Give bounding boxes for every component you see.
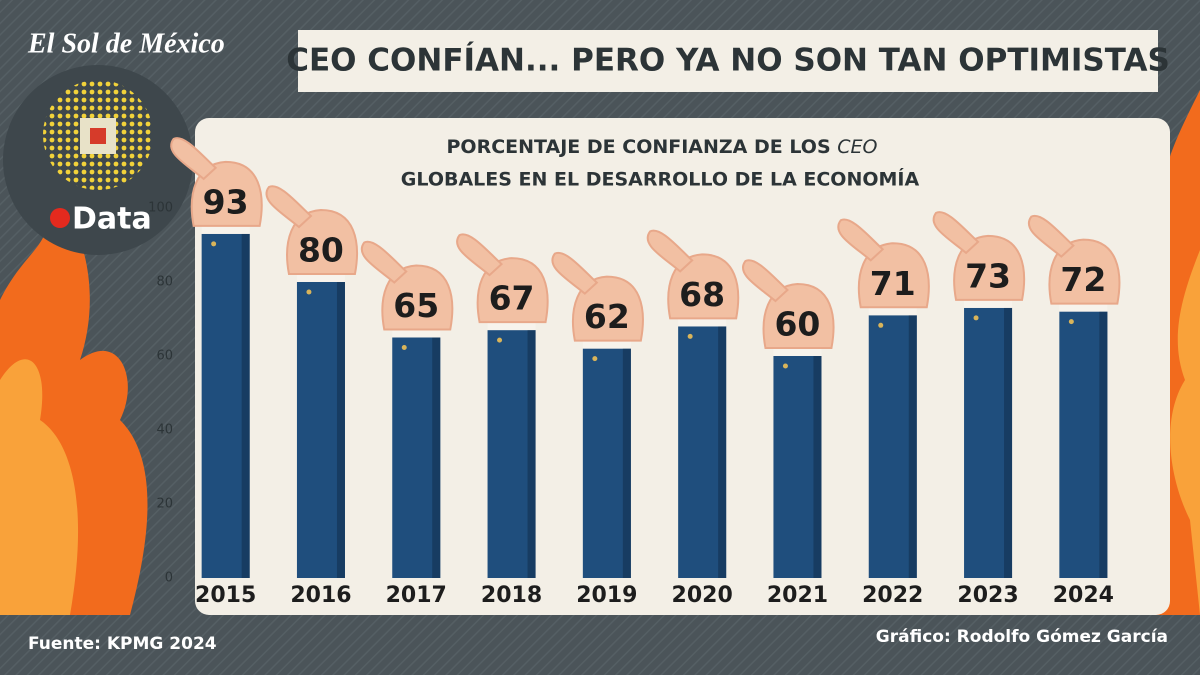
thumb [742,259,789,303]
bar-shade [1004,307,1013,578]
x-tick-label: 2020 [672,583,733,608]
thumb-fist [286,208,358,275]
bar-shade [527,330,536,578]
value-label: 68 [679,275,725,314]
thumb-fist [667,253,740,320]
thumb [456,233,504,277]
thumb-fist [571,275,644,342]
button [973,315,979,321]
value-label: 67 [489,279,535,318]
plot: 0 20 40 60 80 100 2015 93 2016 80 2017 65 2018 67 2019… [148,137,1121,608]
value-label: 80 [298,231,344,270]
thumb-sleeve-cuff [1059,303,1108,312]
thumb-sleeve-cuff [296,274,345,282]
thumb [551,251,599,295]
bar-shade [908,315,917,578]
value-label: 93 [203,182,249,221]
x-tick-label: 2018 [481,583,542,608]
y-tick-label: 40 [156,423,173,438]
thumb-sleeve-cuff [678,318,727,327]
credit: Gráfico: Rodolfo Gómez García [876,627,1168,647]
x-tick-label: 2022 [862,583,923,608]
bar-shade [241,233,250,578]
thumb-sleeve-cuff [201,225,250,234]
thumb-sleeve-cuff [964,299,1013,308]
thumb-sleeve-cuff [487,322,536,331]
thumb-fist [381,264,454,331]
thumb-fist [476,257,549,324]
thumb [170,137,218,181]
thumb [265,185,313,229]
bar-shade [336,282,345,578]
value-label: 60 [774,305,820,344]
bar-shade [813,356,822,578]
brand: El Sol de México [27,28,225,59]
headline-box [298,30,1158,92]
bar-shade [432,337,441,578]
value-label: 71 [870,264,916,303]
x-tick-label: 2017 [386,583,447,608]
y-tick-label: 0 [165,571,173,586]
headline: CEO CONFÍAN... PERO YA NO SON TAN OPTIMI… [286,43,1170,79]
section-name: Data [72,202,152,237]
thumb [932,211,980,255]
logo-core [90,128,106,144]
value-label: 62 [584,297,630,336]
button [401,345,407,350]
chart-subtitle: PORCENTAJE DE CONFIANZA DE LOS CEO [447,136,878,158]
value-label: 72 [1060,260,1106,299]
x-tick-label: 2015 [195,583,256,608]
button [1068,319,1074,325]
y-tick-label: 80 [156,275,173,290]
value-label: 73 [965,256,1011,295]
x-tick-label: 2023 [957,583,1018,608]
y-tick-label: 60 [156,349,173,364]
button [497,337,503,343]
thumb-fist [1048,238,1121,305]
button [687,333,693,339]
flame-right-inner [1170,250,1200,615]
button [306,289,312,295]
thumb [360,240,408,284]
thumb-fist [953,234,1026,301]
source: Fuente: KPMG 2024 [28,634,217,654]
thumb-sleeve-cuff [773,348,822,356]
button [878,322,884,328]
bar-shade [622,348,631,578]
x-tick-label: 2024 [1053,583,1114,608]
bar-shade [1099,311,1108,578]
x-tick-label: 2021 [767,583,828,608]
bar-shade [718,326,727,578]
thumb-sleeve-cuff [392,329,441,338]
thumb-sleeve-cuff [868,307,917,316]
value-label: 65 [393,286,439,325]
y-tick-label: 20 [156,497,173,512]
thumb [646,229,694,273]
x-tick-label: 2016 [290,583,351,608]
subtitle-emphasis: CEO [837,136,877,158]
thumb-sleeve-cuff [582,340,631,349]
thumb [837,218,885,262]
thumb-fist [857,242,930,309]
flame-left-inner [0,359,79,615]
thumb-fist [190,160,263,227]
chart-subtitle: GLOBALES EN EL DESARROLLO DE LA ECONOMÍA [401,168,920,191]
thumb-fist [762,282,835,349]
y-tick-label: 100 [148,201,173,216]
x-tick-label: 2019 [576,583,637,608]
logo-bullet [50,208,70,228]
subtitle-text: PORCENTAJE DE CONFIANZA DE LOS [447,136,831,158]
button [592,356,598,362]
button [782,363,788,369]
thumb [1028,214,1075,258]
button [211,241,217,247]
